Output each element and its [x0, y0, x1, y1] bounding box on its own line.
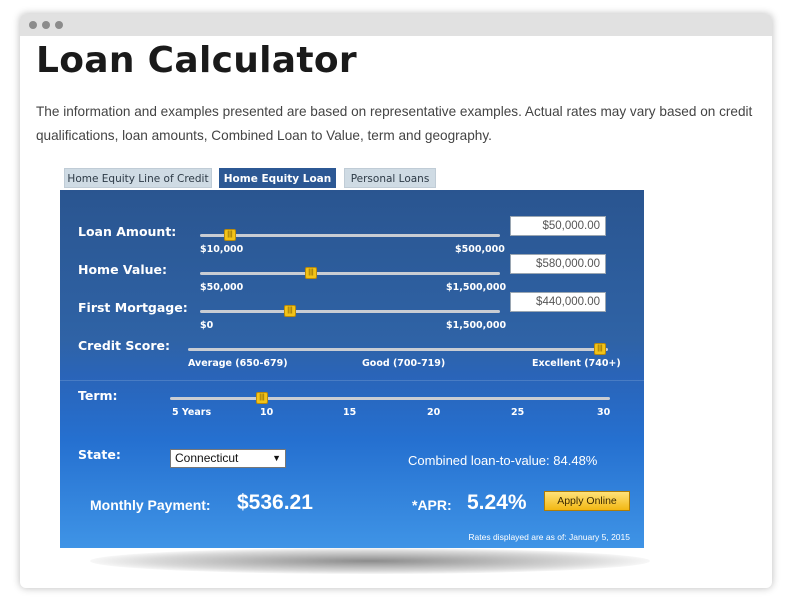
first-mortgage-slider-track[interactable]: [200, 310, 500, 313]
first-mortgage-input[interactable]: $440,000.00: [510, 292, 606, 312]
home-value-max-label: $1,500,000: [446, 282, 507, 293]
window-dot-icon[interactable]: [29, 21, 37, 29]
first-mortgage-max-label: $1,500,000: [446, 320, 507, 331]
monthly-payment-value: $536.21: [237, 491, 313, 514]
first-mortgage-label: First Mortgage:: [78, 300, 188, 315]
term-tick: 30: [597, 407, 611, 418]
term-slider-track[interactable]: [170, 397, 610, 400]
tab-home-equity-loan[interactable]: Home Equity Loan: [219, 168, 336, 188]
term-tick: 15: [343, 407, 357, 418]
window-dot-icon[interactable]: [55, 21, 63, 29]
term-tick: 5 Years: [172, 407, 212, 418]
loan-amount-input[interactable]: $50,000.00: [510, 216, 606, 236]
term-tick: 20: [427, 407, 441, 418]
grip-handle-icon: |||: [308, 269, 314, 276]
loan-amount-slider-track[interactable]: [200, 234, 500, 237]
credit-score-label: Credit Score:: [78, 338, 171, 353]
loan-amount-slider-handle[interactable]: |||: [224, 229, 236, 241]
rates-date-note: Rates displayed are as of: January 5, 20…: [468, 532, 630, 542]
home-value-input[interactable]: $580,000.00: [510, 254, 606, 274]
grip-handle-icon: |||: [597, 345, 603, 352]
credit-score-tick-excellent: Excellent (740+): [532, 358, 621, 369]
first-mortgage-slider-handle[interactable]: |||: [284, 305, 296, 317]
apply-online-button[interactable]: Apply Online: [544, 491, 630, 511]
credit-score-slider-track[interactable]: [188, 348, 608, 351]
grip-handle-icon: |||: [227, 231, 233, 238]
loan-amount-label: Loan Amount:: [78, 224, 177, 239]
credit-score-tick-good: Good (700-719): [362, 358, 446, 369]
panel-shadow: [90, 548, 650, 574]
window-titlebar: [20, 14, 772, 36]
tab-personal-loans[interactable]: Personal Loans: [344, 168, 436, 188]
calculator-panel: Loan Amount: ||| $10,000 $500,000 $50,00…: [60, 190, 644, 548]
term-tick: 25: [511, 407, 525, 418]
loan-amount-min-label: $10,000: [200, 244, 244, 255]
loan-amount-max-label: $500,000: [455, 244, 505, 255]
window-dot-icon[interactable]: [42, 21, 50, 29]
home-value-slider-handle[interactable]: |||: [305, 267, 317, 279]
browser-window: Loan Calculator The information and exam…: [20, 14, 772, 588]
term-slider-handle[interactable]: |||: [256, 392, 268, 404]
intro-text: The information and examples presented a…: [36, 104, 753, 143]
credit-score-slider-handle[interactable]: |||: [594, 343, 606, 355]
state-select-value: Connecticut: [175, 451, 239, 465]
apr-label: *APR:: [412, 497, 452, 513]
home-value-label: Home Value:: [78, 262, 167, 277]
state-select[interactable]: Connecticut ▼: [170, 449, 286, 468]
chevron-down-icon[interactable]: ▼: [272, 453, 281, 463]
home-value-min-label: $50,000: [200, 282, 244, 293]
credit-score-tick-average: Average (650-679): [188, 358, 288, 369]
cltv-value: 84.48%: [553, 453, 598, 468]
home-value-slider-track[interactable]: [200, 272, 500, 275]
panel-divider: [60, 380, 644, 381]
first-mortgage-min-label: $0: [200, 320, 214, 331]
page-title: Loan Calculator: [36, 40, 357, 81]
monthly-payment-label: Monthly Payment:: [90, 497, 211, 513]
apr-value: 5.24%: [467, 491, 527, 514]
state-label: State:: [78, 447, 121, 462]
term-label: Term:: [78, 388, 118, 403]
term-tick: 10: [260, 407, 274, 418]
cltv-readout: Combined loan-to-value: 84.48%: [408, 453, 597, 468]
tab-home-equity-line-of-credit[interactable]: Home Equity Line of Credit: [64, 168, 212, 188]
grip-handle-icon: |||: [287, 307, 293, 314]
grip-handle-icon: |||: [259, 394, 265, 401]
cltv-label: Combined loan-to-value:: [408, 453, 550, 468]
